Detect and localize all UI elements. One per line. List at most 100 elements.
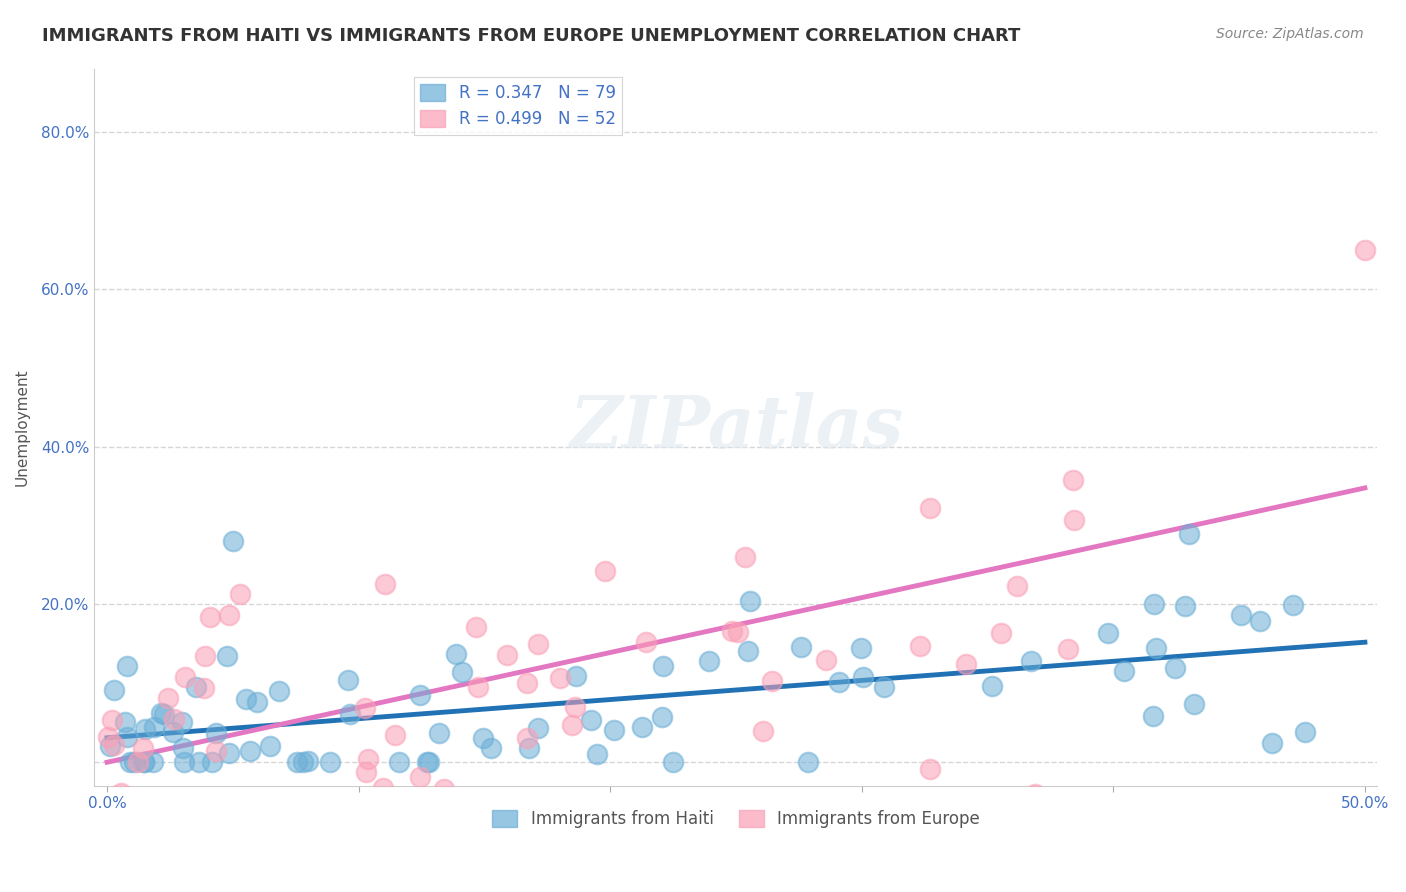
Point (564, 699, 586, 714)
Point (134, 722, 156, 736)
Point (908, 639, 931, 653)
Point (101, 713, 124, 727)
Point (1142, 709, 1164, 723)
Point (1164, 661, 1187, 675)
Point (517, 741, 540, 756)
Point (416, 755, 439, 769)
Point (354, 700, 377, 714)
Point (603, 723, 626, 737)
Point (1021, 655, 1043, 669)
Point (229, 795, 252, 809)
Point (790, 640, 813, 654)
Point (479, 741, 502, 756)
Point (354, 765, 377, 780)
Point (173, 670, 195, 684)
Point (97, 730, 120, 744)
Point (527, 722, 550, 736)
Point (761, 674, 783, 689)
Point (1005, 579, 1028, 593)
Point (162, 724, 184, 739)
Point (631, 721, 654, 735)
Point (467, 680, 489, 694)
Point (339, 707, 361, 722)
Point (1057, 642, 1080, 657)
Point (828, 674, 851, 689)
Point (409, 771, 432, 785)
Point (142, 755, 165, 769)
Point (215, 648, 238, 663)
Point (336, 673, 359, 688)
Point (918, 762, 941, 776)
Point (1112, 664, 1135, 678)
Point (661, 755, 683, 769)
Point (374, 577, 396, 591)
Point (526, 637, 548, 651)
Point (115, 658, 138, 673)
Point (740, 594, 762, 608)
Point (204, 744, 226, 758)
Legend: Immigrants from Haiti, Immigrants from Europe: Immigrants from Haiti, Immigrants from E… (485, 804, 986, 835)
Point (239, 744, 262, 758)
Point (115, 730, 138, 744)
Point (246, 695, 269, 709)
Point (222, 534, 245, 549)
Point (218, 746, 240, 760)
Point (235, 692, 257, 706)
Point (565, 669, 588, 683)
Point (920, 501, 942, 516)
Point (727, 625, 749, 640)
Point (172, 741, 194, 756)
Text: ZIPatlas: ZIPatlas (569, 392, 903, 463)
Point (193, 681, 215, 696)
Point (153, 707, 176, 722)
Point (851, 641, 873, 656)
Point (201, 755, 224, 769)
Point (873, 680, 896, 694)
Point (1182, 697, 1205, 711)
Point (427, 726, 450, 740)
Point (291, 755, 314, 769)
Point (815, 653, 838, 667)
Point (285, 755, 308, 769)
Point (103, 738, 125, 752)
Point (259, 739, 281, 753)
Point (127, 756, 149, 770)
Point (1354, 243, 1376, 257)
Point (218, 607, 240, 622)
Point (198, 610, 221, 624)
Point (132, 755, 155, 769)
Point (371, 781, 394, 796)
Point (1063, 513, 1085, 527)
Point (1178, 526, 1201, 541)
Point (496, 648, 519, 662)
Point (98, 739, 121, 754)
Point (319, 755, 342, 769)
Point (114, 715, 136, 730)
Point (388, 755, 411, 769)
Point (464, 620, 486, 634)
Point (156, 691, 179, 706)
Point (132, 741, 155, 756)
Point (586, 747, 609, 761)
Point (990, 625, 1012, 640)
Point (651, 710, 673, 724)
Point (409, 688, 432, 702)
Point (1261, 736, 1284, 750)
Point (651, 659, 673, 673)
Point (1282, 598, 1305, 612)
Text: Source: ZipAtlas.com: Source: ZipAtlas.com (1216, 27, 1364, 41)
Point (579, 713, 602, 727)
Point (1174, 599, 1197, 613)
Point (132, 755, 155, 769)
Point (110, 785, 132, 799)
Point (752, 723, 775, 738)
Point (516, 676, 538, 690)
Point (1097, 626, 1119, 640)
Point (267, 683, 290, 698)
Point (229, 587, 252, 601)
Point (561, 718, 583, 732)
Text: IMMIGRANTS FROM HAITI VS IMMIGRANTS FROM EUROPE UNEMPLOYMENT CORRELATION CHART: IMMIGRANTS FROM HAITI VS IMMIGRANTS FROM… (42, 27, 1021, 45)
Point (737, 644, 759, 658)
Point (797, 755, 820, 769)
Point (1062, 473, 1084, 487)
